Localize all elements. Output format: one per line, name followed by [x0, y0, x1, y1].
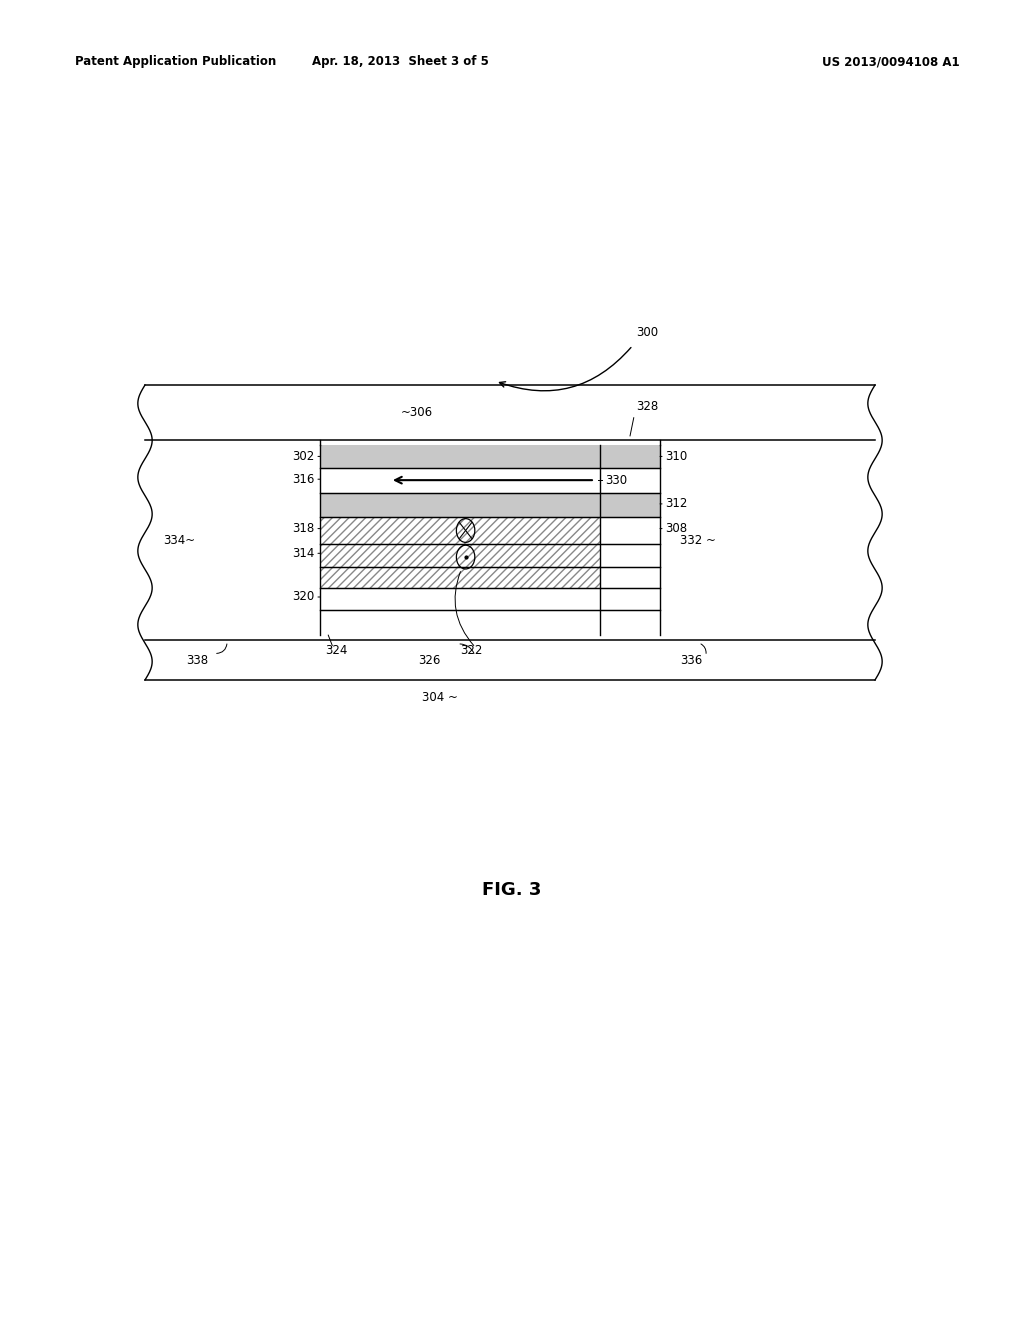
Bar — [319, 492, 660, 517]
Text: 336: 336 — [681, 653, 702, 667]
Text: 312: 312 — [666, 498, 687, 511]
Text: 322: 322 — [461, 644, 483, 657]
Text: 314: 314 — [293, 546, 315, 560]
Text: Patent Application Publication: Patent Application Publication — [75, 55, 276, 69]
Text: 318: 318 — [293, 523, 315, 535]
Text: 334~: 334~ — [164, 533, 196, 546]
Text: US 2013/0094108 A1: US 2013/0094108 A1 — [822, 55, 961, 69]
Text: 310: 310 — [666, 450, 687, 463]
Text: 320: 320 — [293, 590, 315, 603]
Text: 324: 324 — [326, 644, 347, 657]
Text: 316: 316 — [293, 473, 315, 486]
Text: FIG. 3: FIG. 3 — [482, 880, 542, 899]
Text: 332 ~: 332 ~ — [681, 533, 717, 546]
Text: 328: 328 — [636, 400, 658, 413]
Text: 304 ~: 304 ~ — [422, 690, 459, 704]
Text: 302: 302 — [293, 450, 315, 463]
Bar — [319, 445, 660, 467]
Text: 300: 300 — [636, 326, 658, 339]
Text: ~306: ~306 — [400, 407, 432, 418]
Bar — [319, 517, 600, 587]
Text: Apr. 18, 2013  Sheet 3 of 5: Apr. 18, 2013 Sheet 3 of 5 — [311, 55, 488, 69]
Text: 330: 330 — [605, 474, 628, 487]
Text: 308: 308 — [666, 523, 687, 535]
Text: 338: 338 — [186, 653, 208, 667]
Text: 326: 326 — [418, 653, 440, 667]
Bar — [145, 385, 874, 680]
